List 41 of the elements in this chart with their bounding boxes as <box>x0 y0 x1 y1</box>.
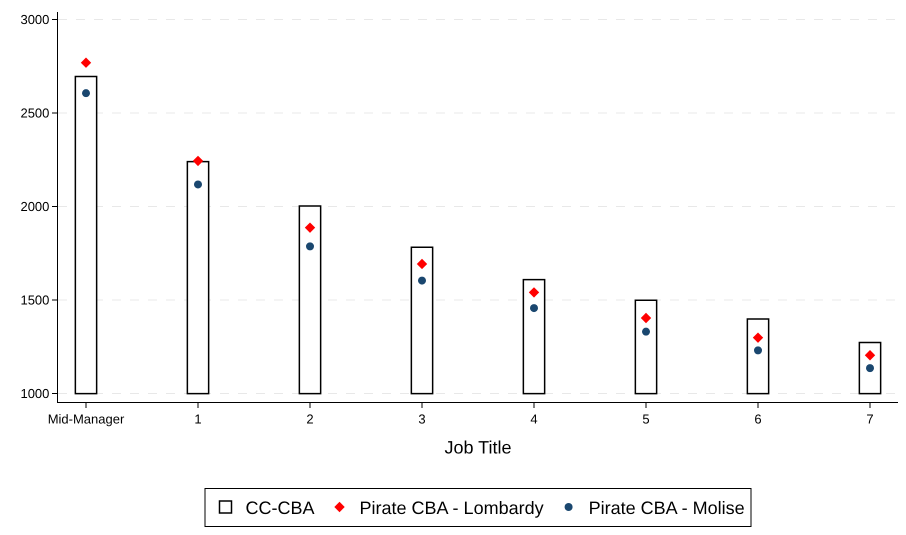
legend-label: Pirate CBA - Molise <box>588 498 745 518</box>
x-tick-label: 3 <box>418 412 426 427</box>
y-tick-label: 1000 <box>20 386 50 402</box>
bar <box>186 160 210 394</box>
x-tick-label: 6 <box>754 412 762 427</box>
y-tick-label: 2500 <box>20 106 50 121</box>
point <box>194 180 202 188</box>
point <box>640 312 652 324</box>
bar <box>74 76 98 394</box>
x-tick-label: 2 <box>306 412 314 427</box>
point <box>306 242 314 250</box>
bar <box>746 318 770 394</box>
y-tick-label: 3000 <box>20 12 50 28</box>
bar <box>410 246 434 394</box>
x-tick-label: 4 <box>530 412 538 427</box>
legend-label: Pirate CBA - Lombardy <box>360 498 544 518</box>
point <box>418 276 426 285</box>
point <box>866 364 874 372</box>
bar <box>858 342 882 394</box>
x-tick-label: 1 <box>194 412 202 427</box>
point <box>642 328 650 336</box>
point <box>864 350 876 360</box>
point <box>192 156 204 166</box>
point <box>528 287 540 298</box>
y-tick-label: 1500 <box>20 292 50 308</box>
point <box>416 258 428 270</box>
legend-label: CC-CBA <box>246 498 315 518</box>
x-tick-label: Mid-Manager <box>48 412 125 427</box>
point <box>530 304 538 312</box>
bar <box>634 299 658 394</box>
x-tick-label: 5 <box>642 412 650 427</box>
point <box>752 332 764 343</box>
point <box>82 89 90 98</box>
bar <box>522 278 546 394</box>
bar <box>298 205 322 394</box>
x-tick-label: 7 <box>866 412 874 427</box>
point <box>80 57 92 68</box>
y-tick-label: 2000 <box>20 199 50 214</box>
point <box>754 346 762 354</box>
point <box>304 222 316 233</box>
x-axis-title: Job Title <box>444 438 512 458</box>
